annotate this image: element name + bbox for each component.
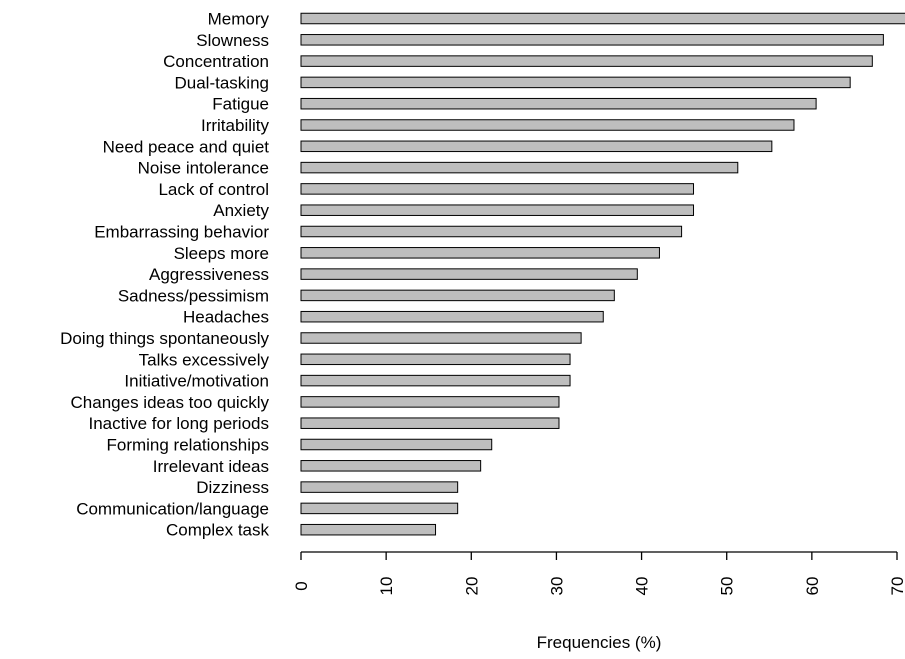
category-label: Lack of control [158, 180, 269, 199]
x-tick-label: 20 [462, 577, 481, 596]
bar [300, 97, 817, 110]
category-label: Dual-tasking [175, 73, 270, 92]
x-tick-label: 10 [377, 577, 396, 596]
category-label: Changes ideas too quickly [71, 393, 270, 412]
category-label: Slowness [196, 31, 269, 50]
x-tick-label: 60 [803, 577, 822, 596]
bars-group [300, 12, 905, 536]
bar [300, 460, 482, 472]
category-label: Doing things spontaneously [60, 329, 269, 348]
x-axis-title: Frequencies (%) [537, 633, 662, 652]
category-label: Headaches [183, 308, 269, 327]
x-tick-label: 0 [292, 581, 311, 590]
category-labels: Memory Slowness Concentration Dual-tasking F… [60, 10, 269, 540]
bar [300, 34, 884, 46]
bar [300, 396, 560, 408]
x-tick-label: 50 [718, 577, 737, 596]
bar [300, 268, 638, 280]
bar [300, 374, 571, 387]
category-label: Complex task [166, 521, 269, 540]
bar [300, 289, 615, 302]
category-label: Need peace and quiet [103, 137, 270, 156]
bar [300, 247, 660, 259]
bar [300, 76, 851, 89]
bar [300, 55, 873, 67]
category-label: Irritability [201, 116, 270, 135]
category-label: Forming relationships [106, 436, 269, 455]
category-label: Initiative/motivation [124, 372, 269, 391]
bar [300, 481, 459, 493]
bar [300, 119, 795, 131]
bar [300, 332, 582, 344]
category-label: Talks excessively [139, 350, 270, 369]
x-tick-label: 40 [633, 577, 652, 596]
x-tick-label: 70 [888, 577, 905, 596]
bar [300, 183, 695, 195]
bar [300, 502, 459, 515]
bar [300, 161, 739, 174]
category-label: Anxiety [213, 201, 269, 220]
bar [300, 417, 560, 429]
bar [300, 438, 493, 451]
category-label: Fatigue [212, 95, 269, 114]
bar [300, 12, 905, 25]
category-label: Memory [208, 10, 270, 29]
category-label: Sleeps more [174, 244, 269, 263]
x-axis: 0 10 20 30 40 50 60 70 [292, 551, 905, 596]
bar [300, 140, 773, 153]
category-label: Inactive for long periods [89, 414, 270, 433]
bar [300, 204, 695, 216]
category-label: Embarrassing behavior [94, 223, 269, 242]
bar [300, 225, 683, 238]
category-label: Communication/language [76, 499, 269, 518]
category-label: Aggressiveness [149, 265, 269, 284]
x-tick-label: 30 [547, 577, 566, 596]
bar [300, 353, 571, 366]
category-label: Dizziness [196, 478, 269, 497]
category-label: Irrelevant ideas [153, 457, 269, 476]
category-label: Sadness/pessimism [118, 286, 269, 305]
category-label: Noise intolerance [138, 159, 269, 178]
bar [300, 523, 437, 536]
category-label: Concentration [163, 52, 269, 71]
bar [300, 310, 604, 323]
